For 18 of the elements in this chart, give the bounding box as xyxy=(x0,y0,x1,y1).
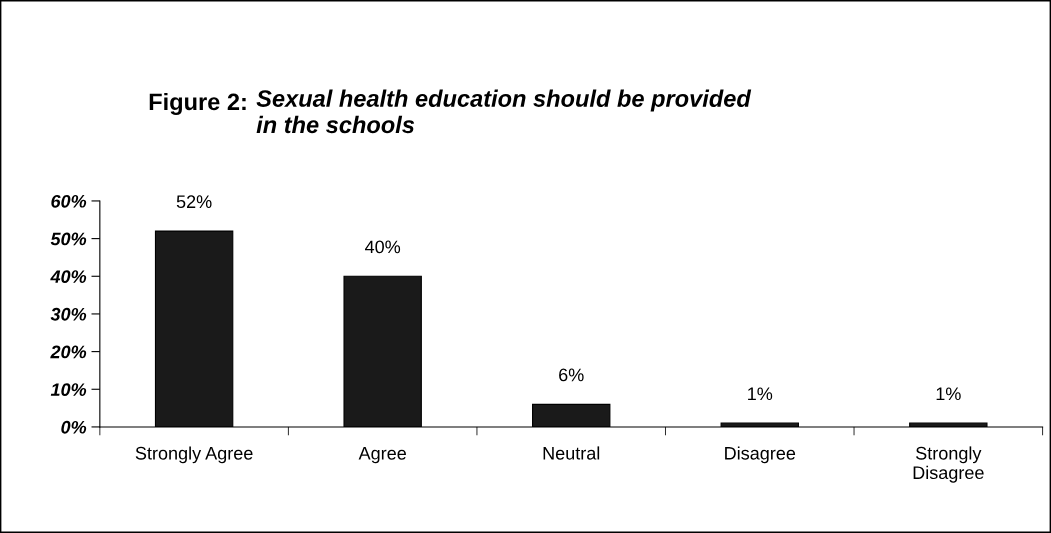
y-tick-label: 50% xyxy=(50,232,87,246)
y-tick-label: 10% xyxy=(50,383,87,396)
chart-title: Figure 2: Sexual health education should be provided in the schools xyxy=(149,89,752,134)
data-label: 1% xyxy=(748,387,773,401)
x-tick-label: Strongly Disagree xyxy=(913,446,984,483)
data-label: 6% xyxy=(559,368,584,382)
x-tick-label: Agree xyxy=(358,447,406,464)
x-tick-label: Disagree xyxy=(725,446,796,464)
x-tick-label: Strongly Agree xyxy=(135,446,253,464)
data-label: 52% xyxy=(176,195,212,209)
data-label: 40% xyxy=(365,240,401,254)
y-tick-label: 20% xyxy=(50,345,87,359)
data-label: 1% xyxy=(936,387,961,401)
y-tick-label: 40% xyxy=(50,270,87,283)
x-tick-label: Neutral xyxy=(543,446,600,460)
y-tick-label: 30% xyxy=(50,307,87,321)
y-tick-label: 0% xyxy=(61,420,87,434)
y-tick-label: 60% xyxy=(51,194,87,208)
